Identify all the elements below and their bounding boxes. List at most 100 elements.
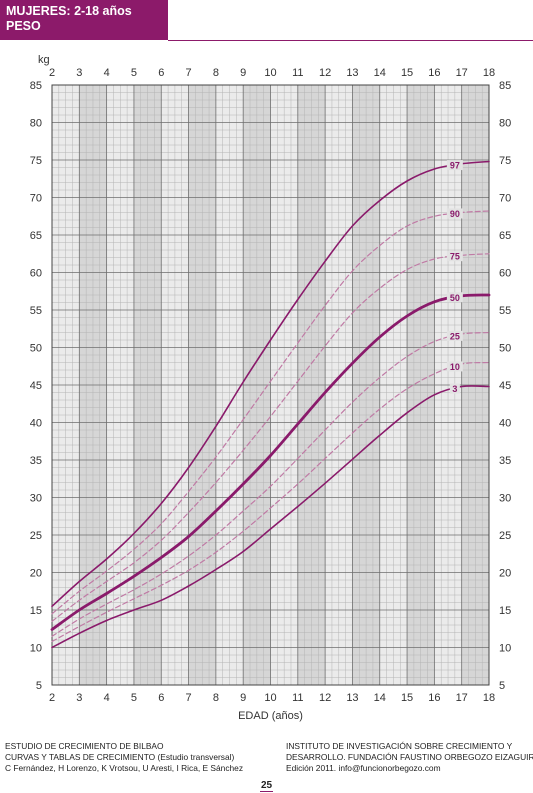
- x-tick-label-bottom: 18: [483, 692, 495, 704]
- y-tick-label-left: 30: [30, 493, 42, 505]
- footer-study-desc: CURVAS Y TABLAS DE CRECIMIENTO (Estudio …: [5, 752, 235, 762]
- y-tick-label-right: 20: [499, 568, 511, 580]
- y-tick-label-left: 75: [30, 155, 42, 167]
- axis-tick-labels: 2233445566778899101011111212131314141515…: [30, 67, 512, 704]
- footer-right: INSTITUTO DE INVESTIGACIÓN SOBRE CRECIMI…: [286, 741, 533, 774]
- y-tick-label-left: 50: [30, 343, 42, 355]
- percentile-label-bg: [446, 160, 463, 171]
- percentile-label-p97: 97: [450, 161, 460, 171]
- y-tick-label-right: 10: [499, 643, 511, 655]
- chart-header: MUJERES: 2-18 años PESO: [0, 0, 168, 40]
- x-tick-label-top: 8: [213, 67, 219, 79]
- series-line-p97: [51, 160, 490, 608]
- chart-subtitle: PESO: [6, 19, 41, 33]
- x-tick-label-bottom: 4: [104, 692, 110, 704]
- percentile-label-p10: 10: [450, 362, 460, 372]
- y-tick-label-right: 25: [499, 530, 511, 542]
- x-tick-label-top: 15: [401, 67, 413, 79]
- percentile-label-bg: [446, 330, 463, 341]
- x-tick-label-top: 17: [456, 67, 468, 79]
- page-number: 25: [259, 780, 274, 792]
- y-tick-label-right: 60: [499, 268, 511, 280]
- x-tick-label-top: 4: [104, 67, 110, 79]
- x-tick-label-top: 3: [76, 67, 82, 79]
- y-tick-label-right: 5: [499, 680, 505, 692]
- y-tick-label-left: 25: [30, 530, 42, 542]
- x-tick-label-bottom: 10: [264, 692, 276, 704]
- series-line-p25: [51, 331, 490, 637]
- x-tick-label-top: 14: [374, 67, 386, 79]
- plot-frame: [51, 84, 490, 686]
- series-line-p10: [51, 361, 490, 643]
- x-tick-label-top: 18: [483, 67, 495, 79]
- y-tick-label-right: 50: [499, 343, 511, 355]
- percentile-labels: 97 90 75 50 25 10 3: [446, 160, 463, 394]
- y-tick-label-left: 65: [30, 230, 42, 242]
- y-tick-label-right: 30: [499, 493, 511, 505]
- series-line-p3: [51, 385, 490, 649]
- x-tick-label-bottom: 2: [49, 692, 55, 704]
- x-tick-label-bottom: 11: [292, 692, 303, 704]
- y-tick-label-left: 5: [36, 680, 42, 692]
- x-tick-label-bottom: 12: [319, 692, 331, 704]
- percentile-label-p50: 50: [450, 293, 460, 303]
- x-tick-label-top: 10: [264, 67, 276, 79]
- y-tick-label-left: 70: [30, 193, 42, 205]
- y-tick-label-left: 15: [30, 605, 42, 617]
- x-axis-label: EDAD (años): [238, 710, 303, 722]
- y-tick-label-left: 45: [30, 380, 42, 392]
- y-tick-label-right: 55: [499, 305, 511, 317]
- x-tick-label-top: 6: [158, 67, 164, 79]
- percentile-label-p90: 90: [450, 209, 460, 219]
- y-tick-label-right: 65: [499, 230, 511, 242]
- header-rule: [168, 40, 533, 41]
- x-tick-label-top: 12: [319, 67, 331, 79]
- percentile-curves: [50, 160, 491, 649]
- x-tick-label-top: 9: [240, 67, 246, 79]
- y-tick-label-left: 20: [30, 568, 42, 580]
- y-tick-label-left: 60: [30, 268, 42, 280]
- x-tick-label-bottom: 7: [186, 692, 192, 704]
- y-tick-label-left: 35: [30, 455, 42, 467]
- y-tick-label-left: 55: [30, 305, 42, 317]
- x-tick-label-top: 13: [346, 67, 358, 79]
- x-tick-label-bottom: 13: [346, 692, 358, 704]
- percentile-label-bg: [449, 383, 460, 394]
- y-axis-unit-label: kg: [38, 54, 50, 66]
- percentile-label-p25: 25: [450, 331, 460, 341]
- footer-authors: C Fernández, H Lorenzo, K Vrotsou, U Are…: [5, 763, 244, 773]
- percentile-label-bg: [446, 251, 463, 262]
- percentile-label-bg: [446, 292, 463, 303]
- footer-study-name: ESTUDIO DE CRECIMIENTO DE BILBAO: [5, 741, 164, 751]
- y-tick-label-left: 40: [30, 418, 42, 430]
- x-tick-label-bottom: 8: [213, 692, 219, 704]
- y-tick-label-right: 80: [499, 118, 511, 130]
- x-tick-label-bottom: 6: [158, 692, 164, 704]
- series-line-p50: [50, 293, 491, 631]
- x-tick-label-top: 11: [292, 67, 303, 79]
- x-tick-label-top: 5: [131, 67, 137, 79]
- footer-edition: Edición 2011. info@funcionorbegozo.com: [286, 763, 441, 773]
- x-tick-label-bottom: 17: [456, 692, 468, 704]
- percentile-label-bg: [446, 208, 463, 219]
- series-line-p75: [51, 253, 490, 622]
- y-tick-label-right: 35: [499, 455, 511, 467]
- y-tick-label-right: 45: [499, 380, 511, 392]
- x-tick-label-bottom: 3: [76, 692, 82, 704]
- y-tick-label-right: 75: [499, 155, 511, 167]
- x-tick-label-bottom: 15: [401, 692, 413, 704]
- footer-institute-2: DESARROLLO. FUNDACIÓN FAUSTINO ORBEGOZO …: [286, 752, 533, 762]
- y-tick-label-left: 80: [30, 118, 42, 130]
- y-tick-label-left: 85: [30, 80, 42, 92]
- y-tick-label-right: 40: [499, 418, 511, 430]
- footer-institute-1: INSTITUTO DE INVESTIGACIÓN SOBRE CRECIMI…: [286, 741, 513, 751]
- x-tick-label-bottom: 14: [374, 692, 386, 704]
- percentile-label-p3: 3: [452, 384, 457, 394]
- y-tick-label-right: 15: [499, 605, 511, 617]
- x-tick-label-bottom: 16: [428, 692, 440, 704]
- footer-left: ESTUDIO DE CRECIMIENTO DE BILBAO CURVAS …: [5, 741, 270, 774]
- x-tick-label-top: 2: [49, 67, 55, 79]
- percentile-label-p75: 75: [450, 252, 460, 262]
- chart-title: MUJERES: 2-18 años: [6, 4, 132, 18]
